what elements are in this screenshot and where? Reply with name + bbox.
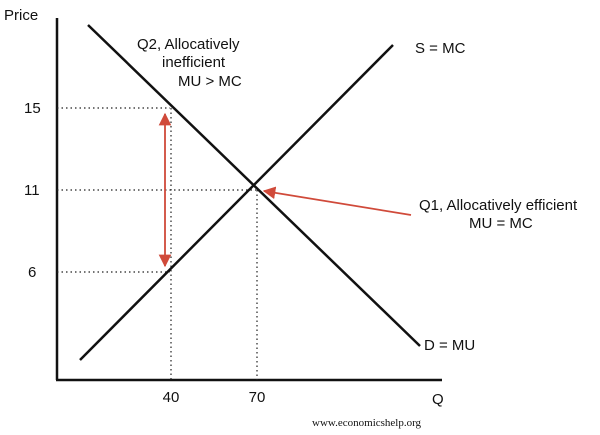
y-value-label: 11 bbox=[24, 182, 40, 199]
annotation: MU = MC bbox=[469, 215, 533, 232]
y-value-label: 15 bbox=[24, 100, 41, 117]
x-axis-label: Q bbox=[432, 391, 444, 408]
demand-label: D = MU bbox=[424, 337, 475, 354]
supply-curve bbox=[79, 44, 394, 361]
annotation: Q2, Allocatively bbox=[137, 36, 240, 53]
annotation: Q1, Allocatively efficient bbox=[419, 197, 578, 214]
y-axis-label: Price bbox=[4, 7, 38, 24]
y-value-label: 6 bbox=[28, 264, 36, 281]
x-value-label: 40 bbox=[163, 389, 180, 406]
annotation: inefficient bbox=[162, 54, 226, 71]
supply-label: S = MC bbox=[415, 40, 466, 57]
pointer-arrow bbox=[262, 186, 412, 216]
footer: www.economicshelp.org bbox=[312, 417, 422, 429]
annotation: MU > MC bbox=[178, 73, 242, 90]
x-value-label: 70 bbox=[249, 389, 266, 406]
